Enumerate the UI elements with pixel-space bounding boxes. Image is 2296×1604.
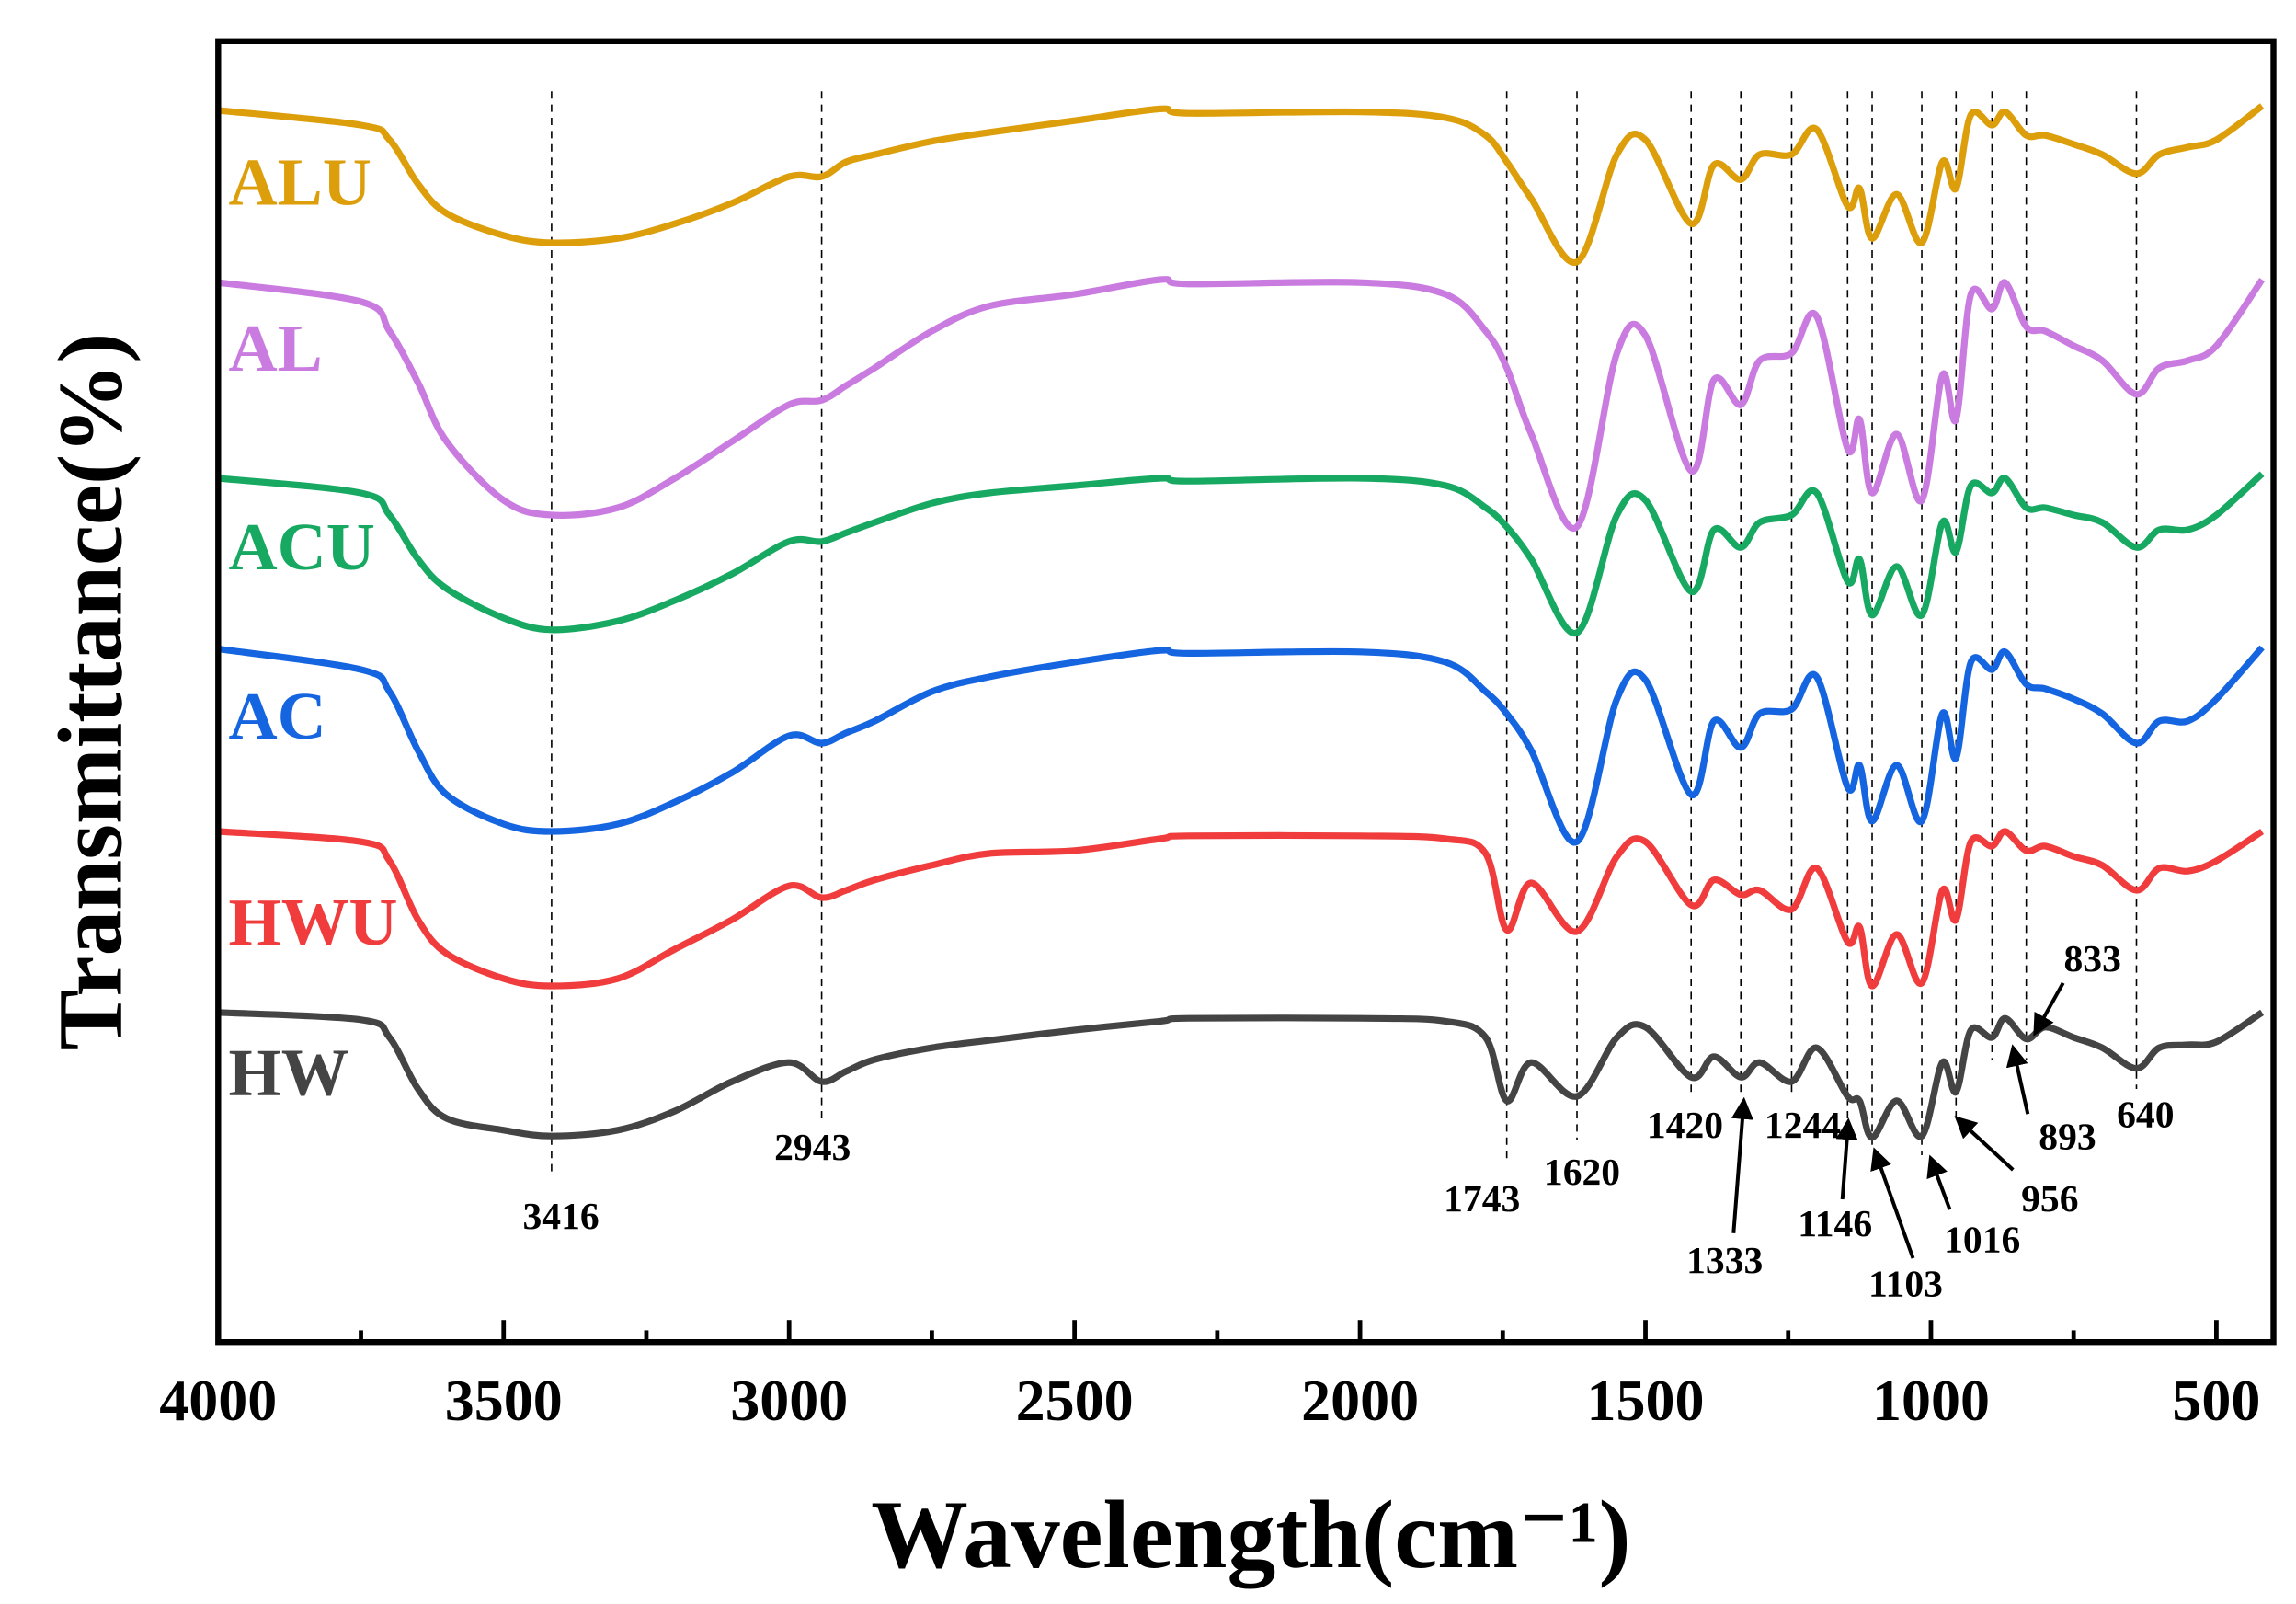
peak-arrow-893 xyxy=(2005,1044,2030,1115)
x-tick-label-3000: 3000 xyxy=(730,1368,848,1433)
series-line-acu xyxy=(217,471,2265,636)
peak-label-3416: 3416 xyxy=(523,1195,600,1237)
series-label-alu: ALU xyxy=(229,143,371,219)
series-line-alu xyxy=(217,103,2265,266)
peak-arrow-833 xyxy=(2033,981,2065,1037)
peak-label-1016: 1016 xyxy=(1944,1219,2020,1261)
series-line-al xyxy=(217,276,2266,533)
series-label-hwu: HWU xyxy=(229,884,398,959)
peak-label-1333: 1333 xyxy=(1686,1239,1763,1281)
series-label-ac: AC xyxy=(229,678,326,753)
peak-arrow-956 xyxy=(1954,1116,2015,1172)
plot-frame xyxy=(215,38,2277,1346)
peak-arrow-1103 xyxy=(1870,1147,1915,1259)
series-label-hw: HW xyxy=(229,1034,349,1109)
x-tick-label-2500: 2500 xyxy=(1016,1368,1134,1433)
peak-label-1103: 1103 xyxy=(1868,1263,1943,1305)
series-label-al: AL xyxy=(229,310,323,385)
series-line-ac xyxy=(217,645,2265,846)
x-axis-ticks: 4000 3500 3000 2500 2000 1500 1000 500 xyxy=(159,1320,2260,1433)
series-label-acu: ACU xyxy=(229,509,375,584)
series-line-hwu xyxy=(218,828,2265,990)
x-axis-title: Wavelength(cm⁻¹) xyxy=(871,1481,1630,1588)
peak-annotations: 3416 2943 1743 1620 1420 1333 1244 1146 11031016… xyxy=(523,937,2175,1305)
peak-label-833: 833 xyxy=(2064,937,2121,980)
peak-label-1743: 1743 xyxy=(1444,1177,1520,1220)
series-line-hw xyxy=(218,1009,2265,1141)
x-tick-label-3500: 3500 xyxy=(445,1368,563,1433)
peak-label-640: 640 xyxy=(2117,1094,2174,1136)
peak-label-893: 893 xyxy=(2039,1116,2096,1158)
peak-label-956: 956 xyxy=(2021,1177,2078,1220)
x-tick-label-4000: 4000 xyxy=(159,1368,277,1433)
x-tick-label-1000: 1000 xyxy=(1872,1368,1990,1433)
peak-label-1620: 1620 xyxy=(1544,1151,1620,1193)
x-tick-label-500: 500 xyxy=(2172,1368,2260,1433)
series-labels: ALU AL ACU AC HWU HW xyxy=(229,143,398,1109)
peak-marker-lines xyxy=(551,91,2138,1177)
x-tick-label-1500: 1500 xyxy=(1587,1368,1705,1433)
y-axis-title: Transmittance(%) xyxy=(41,333,142,1050)
peak-label-2943: 2943 xyxy=(774,1126,851,1168)
peak-label-1420: 1420 xyxy=(1647,1104,1723,1146)
x-tick-label-2000: 2000 xyxy=(1301,1368,1419,1433)
peak-arrow-1016 xyxy=(1926,1154,1952,1210)
peak-label-1244: 1244 xyxy=(1765,1104,1841,1146)
peak-arrow-1146 xyxy=(1835,1117,1858,1200)
peak-label-1146: 1146 xyxy=(1798,1202,1872,1244)
spectra xyxy=(217,103,2266,1141)
peak-arrow-1333 xyxy=(1731,1096,1753,1233)
